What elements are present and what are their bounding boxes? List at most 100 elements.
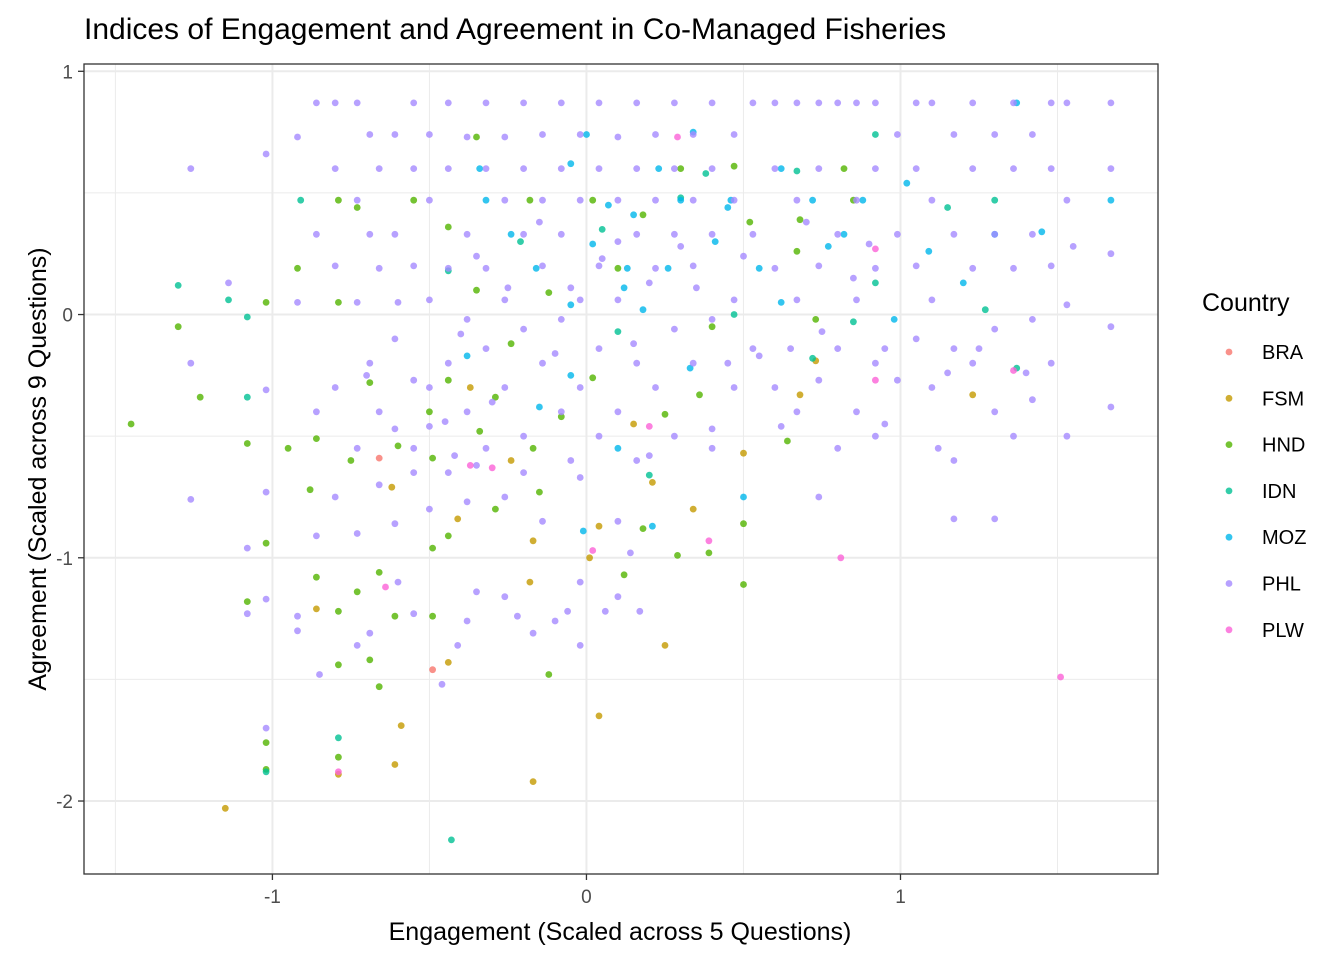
data-point (639, 306, 647, 314)
data-point (391, 131, 399, 138)
data-point (601, 607, 609, 615)
data-point (482, 345, 490, 352)
data-point (520, 325, 527, 333)
data-point (912, 335, 920, 343)
data-point (671, 165, 678, 173)
data-point (262, 768, 270, 776)
data-point (567, 372, 575, 379)
data-point (645, 279, 653, 287)
data-point (426, 131, 433, 138)
data-point (331, 99, 339, 107)
data-point (1010, 165, 1017, 173)
data-point (391, 425, 399, 433)
data-point (536, 403, 543, 411)
data-point (903, 179, 911, 187)
data-point (482, 196, 490, 204)
data-point (394, 578, 402, 586)
data-point (834, 230, 842, 238)
data-point (671, 325, 678, 333)
data-point (501, 493, 509, 501)
legend-label: FSM (1262, 388, 1304, 410)
data-point (689, 196, 697, 204)
legend-entry-phl: PHL (1225, 574, 1301, 596)
data-point (335, 768, 342, 776)
data-point (463, 617, 471, 625)
data-point (975, 345, 983, 352)
data-point (429, 612, 436, 620)
data-point (633, 165, 641, 173)
data-point (187, 165, 195, 173)
legend-key (1225, 487, 1233, 495)
data-point (815, 376, 823, 384)
data-point (853, 99, 860, 107)
data-point (313, 99, 320, 107)
legend-entry-plw: PLW (1225, 620, 1304, 642)
data-point (441, 418, 449, 425)
data-point (689, 262, 697, 270)
data-point (375, 454, 383, 462)
data-point (890, 316, 898, 323)
data-point (551, 350, 559, 357)
series-bra (375, 454, 436, 674)
data-point (331, 384, 339, 391)
data-point (454, 642, 462, 649)
data-point (391, 230, 399, 238)
data-point (793, 247, 801, 255)
data-point (815, 165, 823, 173)
x-axis: -1 0 1 (264, 874, 906, 908)
data-point (708, 444, 716, 452)
data-point (262, 299, 270, 306)
data-point (645, 423, 653, 430)
data-point (671, 432, 678, 440)
data-point (444, 359, 452, 367)
data-point (492, 393, 499, 401)
data-point (928, 196, 936, 204)
y-tick-label: 1 (62, 62, 73, 83)
data-point (353, 588, 361, 596)
data-point (353, 530, 361, 537)
data-point (595, 99, 603, 107)
data-point (463, 316, 471, 323)
y-axis: 1 0 -1 -2 (56, 62, 84, 813)
data-point (366, 629, 374, 637)
data-point (335, 734, 342, 742)
data-point (366, 230, 374, 238)
data-point (476, 427, 484, 435)
data-point (262, 539, 270, 547)
data-point (363, 372, 370, 379)
data-point (545, 289, 553, 296)
data-point (633, 99, 641, 107)
data-point (614, 238, 622, 246)
data-point (335, 196, 342, 204)
data-point (853, 296, 860, 304)
data-point (444, 223, 452, 231)
plot-panel (83, 63, 1159, 875)
legend-label: IDN (1262, 481, 1296, 503)
data-point (689, 505, 697, 513)
data-point (444, 264, 452, 272)
data-point (438, 680, 446, 688)
data-point (444, 376, 452, 384)
data-point (551, 617, 559, 625)
data-point (777, 423, 785, 430)
data-point (410, 469, 418, 476)
data-point (872, 165, 879, 173)
data-point (539, 359, 546, 367)
data-point (520, 469, 527, 476)
data-point (677, 243, 685, 250)
panel-border (83, 63, 1159, 875)
data-point (457, 330, 465, 338)
data-point (243, 440, 251, 447)
data-point (463, 498, 471, 506)
data-point (567, 160, 575, 168)
data-point (448, 836, 455, 844)
data-point (630, 340, 637, 348)
data-point (771, 165, 779, 173)
data-point (894, 376, 901, 384)
data-point (649, 522, 656, 530)
data-point (671, 99, 678, 107)
data-point (708, 316, 716, 323)
data-point (595, 345, 603, 352)
data-point (501, 196, 509, 204)
